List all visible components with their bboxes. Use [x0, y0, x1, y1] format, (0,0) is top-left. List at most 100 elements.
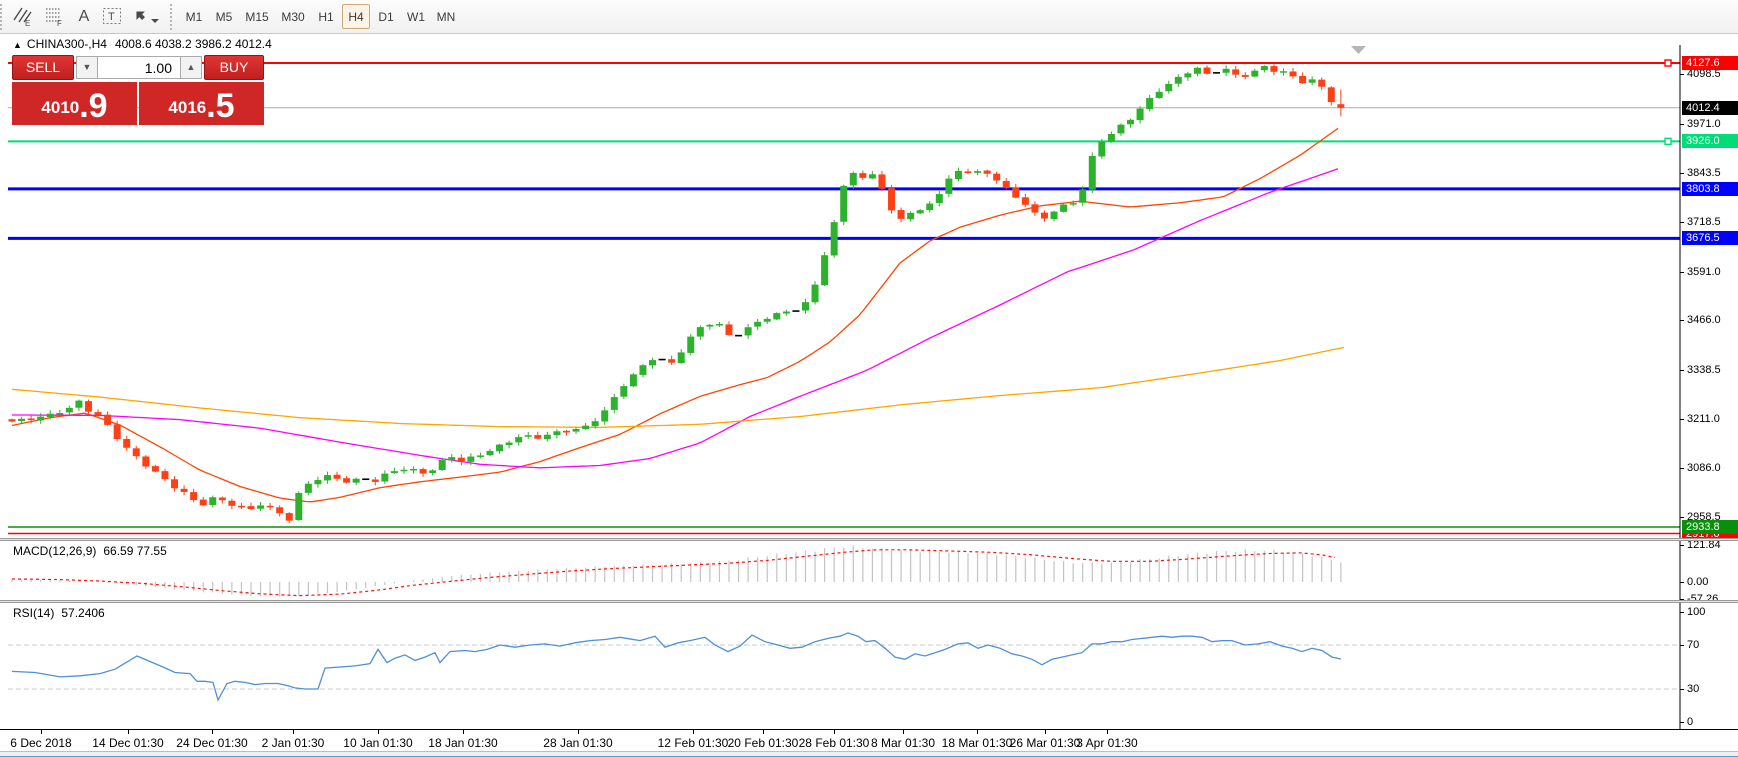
time-tick [903, 730, 904, 734]
candle-up [1146, 98, 1154, 110]
candle-down [859, 173, 867, 178]
toolbar-separator [170, 4, 175, 30]
tf-button-W1[interactable]: W1 [407, 10, 425, 24]
price-axis-label: 3338.5 [1687, 363, 1721, 376]
rsi-panel[interactable]: RSI(14) 57.2406 100 70 30 0 [0, 603, 1738, 729]
panel-splitter[interactable] [0, 600, 1738, 603]
svg-text:T: T [108, 11, 115, 23]
tf-button-M5[interactable]: M5 [215, 10, 233, 24]
symbol-header: ▲ CHINA300-,H4 4008.6 4038.2 3986.2 4012.4 [13, 37, 272, 51]
fibo-expansion-icon[interactable]: E [10, 5, 34, 29]
macd-signal-line [11, 549, 1336, 597]
candle-up [916, 210, 924, 214]
candle-up [773, 313, 781, 320]
candle-down [276, 507, 284, 514]
volume-increase-button[interactable]: ▲ [180, 56, 202, 79]
candle-up [75, 400, 83, 408]
candle-up [429, 470, 437, 474]
one-click-collapse-icon[interactable]: ▲ [13, 40, 22, 50]
text-icon[interactable]: A [78, 8, 90, 25]
candle-down [1289, 71, 1297, 77]
candle-up [553, 431, 561, 436]
macd-values: 66.59 77.55 [103, 544, 167, 558]
volume-input[interactable] [98, 56, 180, 79]
candle-up [1079, 189, 1087, 203]
candle-up [610, 397, 618, 410]
candle-up [295, 493, 303, 521]
tf-button-M15[interactable]: M15 [245, 10, 269, 24]
volume-decrease-button[interactable]: ▼ [76, 56, 98, 79]
candle-down [371, 479, 379, 482]
candle-up [1174, 76, 1182, 84]
macd-header: MACD(12,26,9) 66.59 77.55 [13, 544, 167, 558]
candle-up [496, 444, 504, 452]
candle-down [1040, 212, 1048, 219]
buy-price[interactable]: 4016.5 [139, 82, 264, 125]
candle-up [1260, 66, 1268, 71]
candle-down [171, 479, 179, 489]
axis-tick [1680, 419, 1684, 421]
candle-up [696, 327, 704, 337]
sell-price[interactable]: 4010.9 [12, 82, 137, 125]
chart-shift-marker[interactable] [1351, 46, 1366, 54]
axis-tick [1680, 645, 1684, 646]
candle-up [438, 459, 446, 471]
symbol-name: CHINA300-,H4 [26, 37, 107, 51]
tf-button-MN[interactable]: MN [436, 10, 456, 24]
toolbar-grip[interactable] [0, 4, 5, 30]
price-axis-label: 70 [1687, 639, 1700, 651]
time-axis-label: 6 Dec 2018 [10, 736, 72, 750]
price-badge-3926.0: 3926.0 [1682, 134, 1738, 149]
price-badge-3803.8: 3803.8 [1682, 181, 1738, 196]
candle-up [715, 323, 723, 326]
candle-up [1279, 71, 1287, 73]
axis-tick [1680, 517, 1684, 519]
buy-button[interactable]: BUY [204, 55, 264, 80]
candle-up [56, 413, 64, 415]
fibo-grid-icon[interactable]: F [42, 5, 66, 29]
candle-down [123, 439, 131, 448]
candle-up [1251, 70, 1259, 77]
candle-up [782, 311, 790, 314]
candle-up [582, 425, 590, 430]
candle-up [1155, 91, 1163, 98]
macd-panel[interactable]: MACD(12,26,9) 66.59 77.55 121.84 0.00 -57.2… [0, 541, 1738, 600]
candle-up [591, 421, 599, 427]
candle-down [534, 435, 542, 439]
axis-tick [1680, 173, 1684, 175]
candle-up [687, 336, 695, 353]
axis-tick [1680, 320, 1684, 322]
time-axis-label: 12 Feb 01:30 [657, 736, 729, 750]
candle-down [218, 497, 226, 501]
candle-up [476, 455, 484, 457]
tf-button-H4[interactable]: H4 [342, 4, 370, 29]
tf-button-M1[interactable]: M1 [185, 10, 203, 24]
panel-splitter[interactable] [0, 538, 1738, 541]
time-tick [578, 730, 579, 734]
candle-up [1165, 83, 1173, 92]
price-axis-label: 3086.0 [1687, 461, 1721, 474]
candle-down [897, 210, 905, 219]
tf-button-D1[interactable]: D1 [378, 10, 394, 24]
arrows-icon[interactable] [130, 5, 164, 29]
candle-down [8, 419, 16, 422]
candle-down [562, 430, 570, 433]
price-badge-2933.8: 2933.8 [1682, 519, 1738, 534]
svg-text:E: E [25, 19, 30, 27]
sell-button[interactable]: SELL [12, 55, 74, 80]
price-chart-panel[interactable]: ▲ CHINA300-,H4 4008.6 4038.2 3986.2 4012.4… [0, 34, 1738, 538]
candle-up [467, 456, 475, 462]
tf-button-H1[interactable]: H1 [318, 10, 334, 24]
sell-price-main: 4010 [41, 98, 80, 117]
candle-up [1107, 133, 1115, 142]
candle-up [754, 321, 762, 327]
tf-button-M30[interactable]: M30 [281, 10, 305, 24]
candle-up [629, 374, 637, 387]
candle-down [983, 170, 991, 174]
candle-up [390, 471, 398, 474]
time-axis[interactable]: 6 Dec 2018 14 Dec 01:30 24 Dec 01:30 2 Jan … [0, 729, 1738, 751]
text-label-icon[interactable]: T [100, 5, 124, 29]
candle-down [993, 173, 1001, 181]
price-axis-label: 3718.5 [1687, 216, 1721, 228]
time-axis-label: 2 Jan 01:30 [261, 736, 325, 750]
